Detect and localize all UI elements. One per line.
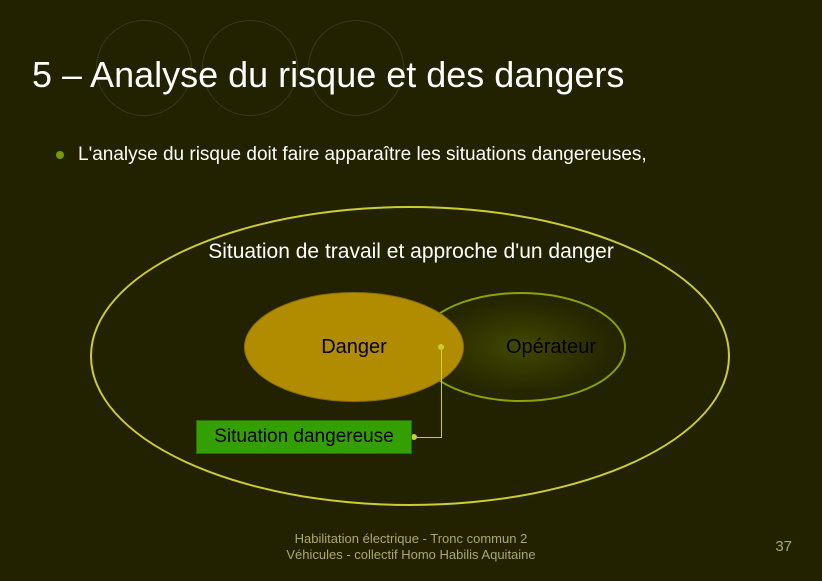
situation-label: Situation dangereuse [214,426,394,448]
bullet-text: L'analyse du risque doit faire apparaîtr… [78,144,647,166]
bullet-row: L'analyse du risque doit faire apparaîtr… [56,144,647,166]
danger-label: Danger [321,336,387,359]
footer-line-1: Habilitation électrique - Tronc commun 2 [0,531,822,547]
connector-dot-top [438,344,444,350]
slide-title: 5 – Analyse du risque et des dangers [32,54,624,96]
situation-box: Situation dangereuse [196,420,412,454]
footer-line-2: Véhicules - collectif Homo Habilis Aquit… [0,547,822,563]
diagram-caption: Situation de travail et approche d'un da… [0,240,822,264]
danger-ellipse: Danger [244,292,464,402]
bullet-dot-icon [56,151,64,159]
connector-line-vertical [441,346,442,437]
footer: Habilitation électrique - Tronc commun 2… [0,531,822,564]
page-number: 37 [775,538,792,555]
operator-label: Opérateur [506,336,596,359]
